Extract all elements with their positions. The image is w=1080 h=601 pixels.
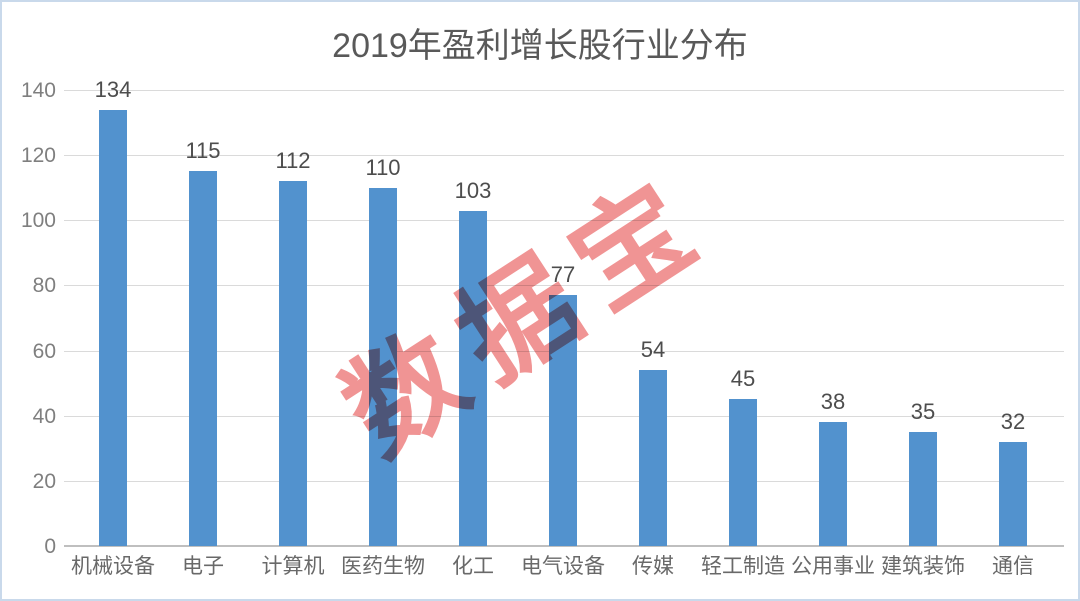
x-tick-label: 传媒	[632, 555, 674, 578]
bar	[369, 187, 397, 546]
x-tick-label: 计算机	[261, 555, 325, 578]
bar	[909, 432, 937, 546]
y-tick-label: 20	[32, 469, 56, 493]
bar-column: 110	[338, 90, 428, 546]
bar-value-label: 77	[550, 262, 576, 288]
gridline	[64, 285, 1064, 287]
bar-column: 54	[608, 90, 698, 546]
y-tick-label: 40	[32, 404, 56, 428]
bar	[549, 295, 577, 546]
chart-title: 2019年盈利增长股行业分布	[332, 27, 748, 65]
bar-column: 38	[788, 90, 878, 546]
y-tick-label: 0	[44, 535, 56, 558]
bar-value-label: 45	[730, 366, 756, 392]
bar-column: 112	[248, 90, 338, 546]
bar	[459, 210, 487, 546]
bar	[189, 171, 217, 546]
x-tick-label: 医药生物	[341, 555, 425, 578]
gridline	[64, 220, 1064, 222]
x-axis: 机械设备 电子 计算机 医药生物 化工 电气设备 传媒 轻工制造 公用事业 建筑装饰 通信	[68, 554, 1058, 580]
bar	[279, 181, 307, 546]
bar-value-label: 32	[1000, 408, 1026, 434]
y-tick-label: 80	[32, 274, 56, 298]
bar-column: 103	[428, 90, 518, 546]
y-tick-label: 140	[20, 79, 56, 102]
gridline	[64, 155, 1064, 157]
x-tick-label: 通信	[992, 555, 1034, 578]
x-tick-label: 轻工制造	[701, 555, 785, 578]
bar-column: 45	[698, 90, 788, 546]
bars-container: 134 115 112 110 103 77 54 45 38 35 32	[68, 77, 1058, 546]
y-tick-label: 120	[20, 144, 56, 168]
bar	[999, 441, 1027, 546]
x-tick-label: 化工	[452, 555, 494, 578]
bar-value-label: 54	[640, 337, 666, 363]
x-tick-label: 公用事业	[791, 555, 875, 578]
plot-area: 134 115 112 110 103 77 54 45 38 35 32	[64, 77, 1064, 547]
bar	[99, 109, 127, 546]
bar-value-label: 115	[185, 138, 221, 164]
bar-value-label: 38	[820, 389, 846, 415]
bar-column: 134	[68, 77, 158, 546]
bar-column: 35	[878, 90, 968, 546]
x-tick-label: 电子	[182, 555, 224, 578]
bar-column: 77	[518, 90, 608, 546]
bar-column: 32	[968, 90, 1058, 546]
x-tick-label: 机械设备	[71, 555, 155, 578]
bar-value-label: 110	[365, 154, 401, 180]
bar-column: 115	[158, 90, 248, 546]
x-tick-label: 建筑装饰	[881, 555, 965, 578]
bar	[729, 399, 757, 546]
bar-value-label: 35	[910, 399, 936, 424]
y-tick-label: 60	[32, 339, 56, 363]
x-tick-label: 电气设备	[521, 555, 605, 578]
bar	[639, 370, 667, 546]
bar-value-label: 103	[454, 177, 492, 203]
y-tick-label: 100	[20, 209, 56, 233]
bar-value-label: 112	[275, 148, 311, 174]
gridline	[64, 90, 1064, 91]
x-axis-line	[64, 545, 1064, 547]
bar	[819, 422, 847, 546]
bar-value-label: 134	[94, 76, 132, 102]
